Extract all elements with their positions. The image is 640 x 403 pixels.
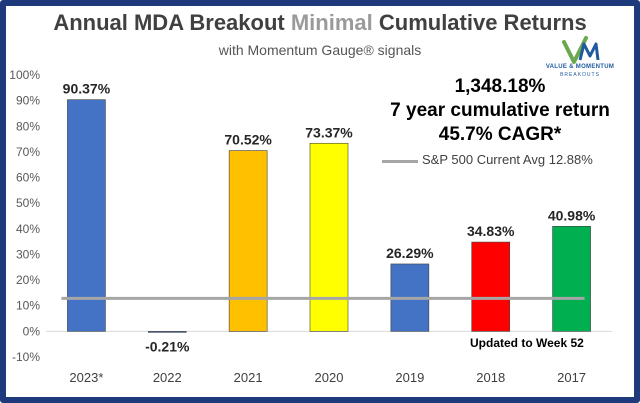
x-tick-label: 2023* [69,370,103,385]
bar-2023 [67,99,106,332]
chart-title: Annual MDA Breakout Minimal Cumulative R… [0,10,640,36]
y-tick-label: 10% [16,299,40,313]
x-tick-label: 2017 [557,370,586,385]
vm-logo-icon [562,36,600,64]
bar-2017 [552,226,591,332]
data-label: 34.83% [467,223,515,239]
y-tick-label: 0% [23,324,41,338]
update-note: Updated to Week 52 [470,336,584,350]
bar-2021 [228,150,268,332]
title-part-1: Annual MDA Breakout [53,10,291,35]
legend-line-swatch [382,160,418,163]
y-tick-label: 100% [9,68,40,82]
bar-2022 [147,331,187,333]
y-tick-label: 90% [16,94,40,108]
data-label: -0.21% [145,338,190,354]
annotation-cagr: 45.7% CAGR* [438,124,562,145]
y-tick-label: 50% [16,196,40,210]
y-tick-label: 30% [16,247,40,261]
y-tick-label: 60% [16,171,40,185]
y-tick-label: 80% [16,119,40,133]
data-label: 40.98% [548,207,596,223]
annotation-label: 7 year cumulative return [390,100,610,121]
x-tick-label: 2020 [315,370,344,385]
x-tick-label: 2022 [153,370,182,385]
logo-subtext: BREAKOUTS [560,72,600,78]
bar-2018 [471,241,511,332]
x-tick-label: 2021 [234,370,263,385]
x-tick-label: 2019 [395,370,424,385]
data-label: 70.52% [224,132,272,148]
y-tick-label: -10% [12,350,40,364]
x-tick-label: 2018 [476,370,505,385]
y-tick-label: 70% [16,145,40,159]
y-tick-label: 40% [16,222,40,236]
data-label: 73.37% [305,124,353,140]
data-label: 90.37% [63,81,111,97]
data-label: 26.29% [386,245,434,261]
y-tick-label: 20% [16,273,40,287]
logo-text: VALUE & MOMENTUM [545,64,615,70]
title-part-3: Cumulative Returns [372,10,587,35]
annotation-total: 1,348.18% [454,76,546,97]
legend-entry: S&P 500 Current Avg 12.88% [422,152,593,167]
chart-subtitle: with Momentum Gauge® signals [218,42,422,58]
title-part-highlight: Minimal [290,10,373,35]
bar-2020 [309,142,349,332]
